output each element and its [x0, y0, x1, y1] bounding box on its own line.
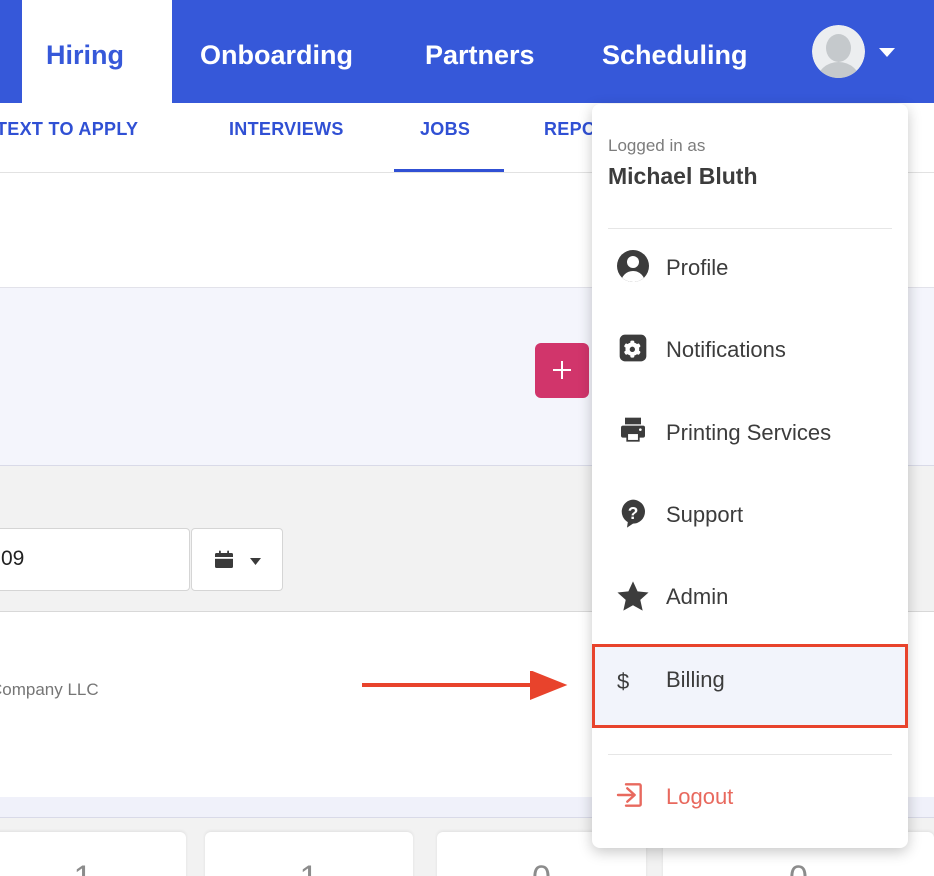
svg-text:?: ?: [628, 503, 639, 523]
